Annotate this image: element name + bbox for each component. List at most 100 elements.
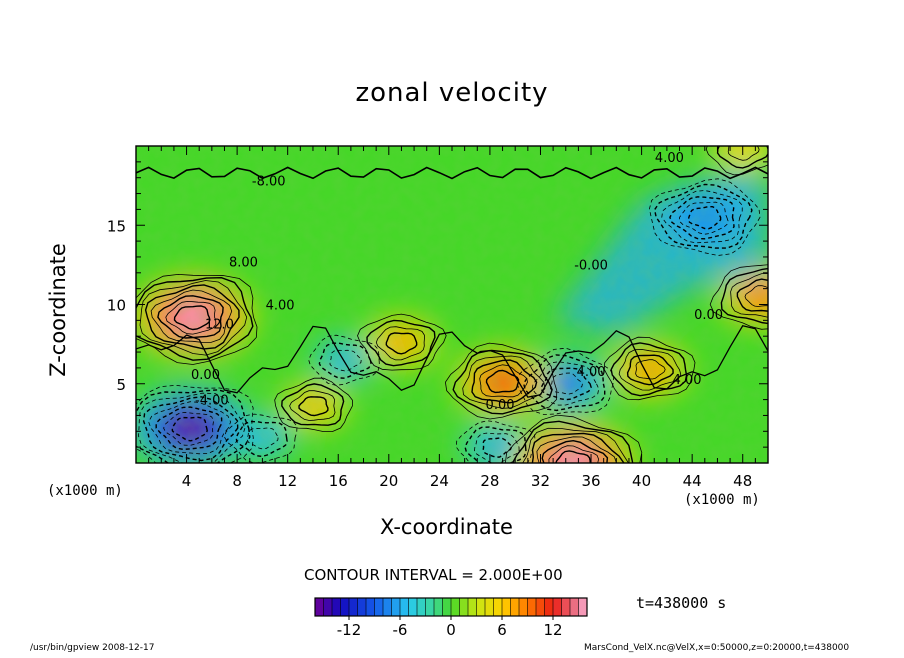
colorbar-segment [578, 598, 588, 616]
contour-line [452, 349, 553, 415]
contour-interval-text: CONTOUR INTERVAL = 2.000E+00 [304, 566, 563, 584]
colorbar-segment [400, 598, 409, 616]
y-axis-label: Z-coordinate [46, 243, 70, 377]
x-tick-label: 44 [683, 472, 702, 490]
contour-line [171, 416, 208, 442]
colorbar-segment [349, 598, 358, 616]
x-tick-label: 24 [430, 472, 449, 490]
contour-line [444, 342, 558, 420]
contour-line [136, 276, 254, 361]
time-label: t=438000 s [636, 594, 727, 612]
colorbar-segment [527, 598, 537, 616]
top-contour [136, 166, 768, 180]
contour-line [139, 280, 248, 356]
contour-line [516, 347, 615, 415]
contour-line [540, 367, 592, 401]
contour-line [289, 390, 336, 421]
x-tick-label: 48 [733, 472, 752, 490]
contour-label: 4.00 [266, 298, 295, 313]
colorbar-segment [357, 598, 367, 616]
contour-line [150, 289, 233, 343]
contour-line [720, 267, 768, 325]
contour-line [173, 305, 211, 331]
colorbar-tick-label: -12 [337, 621, 362, 639]
colorbar-segment [442, 598, 452, 616]
contour-line [462, 355, 546, 409]
colorbar-segment [493, 598, 503, 616]
contour-line [281, 383, 345, 426]
contour-line [736, 278, 768, 312]
colorbar-segment [502, 598, 511, 616]
x-tick-label: 36 [581, 472, 600, 490]
contour-line [366, 319, 436, 367]
contour-line [224, 413, 298, 463]
contour-line [679, 201, 729, 235]
contour-line [705, 146, 768, 176]
contour-line [136, 273, 258, 365]
colorbar-segment [366, 598, 375, 616]
contour-label: 4.00 [655, 151, 684, 166]
contour-line [635, 359, 666, 380]
contour-line [155, 406, 223, 451]
x-unit-label-left: (x1000 m) [47, 483, 123, 499]
contour-line [138, 392, 246, 463]
contour-line [536, 436, 617, 463]
contour-line [375, 326, 425, 361]
colorbar-segment [468, 598, 477, 616]
colorbar-segment [391, 598, 401, 616]
contour-line [385, 332, 418, 355]
contour-label: -0.00 [574, 259, 608, 274]
colorbar-segment [536, 598, 545, 616]
contour-label: 4.00 [673, 373, 702, 388]
colorbar-segment [561, 598, 571, 616]
colorbar-tick-label: 0 [446, 621, 456, 639]
contour-line [479, 364, 528, 398]
contour-label: -8.00 [252, 175, 286, 190]
contour-line [653, 183, 753, 249]
x-tick-label: 40 [632, 472, 651, 490]
x-tick-label: 28 [480, 472, 499, 490]
contour-line [603, 336, 696, 401]
field-texture [136, 146, 768, 463]
footer-source: MarsCond_VelX.nc@VelX,x=0:50000,z=0:2000… [584, 643, 850, 653]
y-tick-label: 5 [116, 376, 126, 394]
contour-line [550, 372, 583, 395]
contour-label: 4.00 [577, 365, 606, 380]
contour-line [511, 420, 634, 463]
colorbar-segment [485, 598, 494, 616]
colorbar-segment [417, 598, 426, 616]
contour-line [144, 284, 240, 350]
colorbar-segment [340, 598, 350, 616]
contour-line [648, 178, 761, 256]
colorbar-tick-label: 6 [497, 621, 507, 639]
contour-line [482, 437, 513, 458]
contour-line [148, 401, 232, 455]
contour-line [531, 432, 625, 463]
colorbar-segment [476, 598, 486, 616]
contour-line [165, 300, 217, 335]
contour-line [522, 427, 629, 463]
contour-line [274, 377, 353, 432]
x-unit-label-right: (x1000 m) [684, 492, 760, 508]
footer-program: /usr/bin/gpview 2008-12-17 [30, 643, 155, 653]
colorbar-segment [510, 598, 520, 616]
colorbar-segment [553, 598, 562, 616]
colorbar-segment [383, 598, 392, 616]
x-tick-label: 20 [379, 472, 398, 490]
contour-label: 0.00 [694, 308, 723, 323]
x-tick-label: 12 [278, 472, 297, 490]
contour-line [136, 389, 251, 463]
contour-label: 0.00 [191, 368, 220, 383]
colorbar-segment [315, 598, 324, 616]
contour-line [522, 354, 606, 412]
colorbar-segment [434, 598, 443, 616]
colorbar-segment [544, 598, 554, 616]
contour-label: 8.00 [229, 255, 258, 270]
colorbar-segment [519, 598, 528, 616]
x-axis-label: X-coordinate [380, 515, 513, 539]
contour-line [485, 369, 520, 394]
colorbar-segment [374, 598, 384, 616]
contour-line [235, 420, 288, 458]
